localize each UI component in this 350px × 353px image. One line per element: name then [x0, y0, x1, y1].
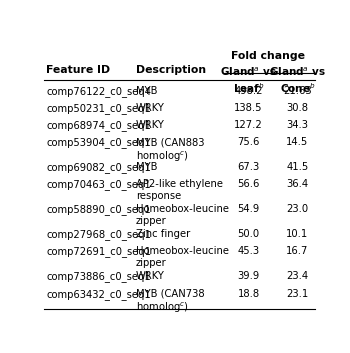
Text: Gland$^a$ vs
Cone$^b$: Gland$^a$ vs Cone$^b$	[269, 65, 326, 95]
Text: Homeobox-leucine
zipper: Homeobox-leucine zipper	[136, 246, 229, 268]
Text: comp69082_c0_seq1: comp69082_c0_seq1	[47, 162, 151, 173]
Text: comp68974_c0_seq1: comp68974_c0_seq1	[47, 120, 151, 131]
Text: 67.3: 67.3	[237, 162, 260, 172]
Text: 30.8: 30.8	[286, 103, 308, 113]
Text: MYB (CAN738
homolog$^c$): MYB (CAN738 homolog$^c$)	[136, 289, 205, 315]
Text: WRKY: WRKY	[136, 103, 165, 113]
Text: 75.6: 75.6	[237, 137, 260, 147]
Text: Fold change: Fold change	[231, 51, 304, 61]
Text: 498.2: 498.2	[234, 86, 263, 96]
Text: 23.4: 23.4	[286, 271, 308, 281]
Text: comp70463_c0_seq1: comp70463_c0_seq1	[47, 179, 151, 190]
Text: comp27968_c0_seq1: comp27968_c0_seq1	[47, 229, 152, 240]
Text: Gland$^a$ vs
Leaf$^b$: Gland$^a$ vs Leaf$^b$	[220, 65, 277, 95]
Text: 39.9: 39.9	[237, 271, 260, 281]
Text: Homeobox-leucine
zipper: Homeobox-leucine zipper	[136, 204, 229, 226]
Text: MYB (CAN883
homolog$^c$): MYB (CAN883 homolog$^c$)	[136, 137, 204, 164]
Text: 16.7: 16.7	[286, 246, 309, 257]
Text: 34.3: 34.3	[286, 120, 308, 130]
Text: Description: Description	[136, 65, 206, 76]
Text: 50.0: 50.0	[238, 229, 260, 239]
Text: 41.5: 41.5	[286, 162, 308, 172]
Text: 138.5: 138.5	[234, 103, 263, 113]
Text: 10.1: 10.1	[286, 229, 308, 239]
Text: 23.0: 23.0	[286, 204, 308, 214]
Text: MYB: MYB	[136, 162, 158, 172]
Text: 23.1: 23.1	[286, 289, 308, 299]
Text: comp58890_c0_seq1: comp58890_c0_seq1	[47, 204, 151, 215]
Text: comp63432_c0_seq1: comp63432_c0_seq1	[47, 289, 151, 300]
Text: comp72691_c0_seq1: comp72691_c0_seq1	[47, 246, 152, 257]
Text: comp73886_c0_seq1: comp73886_c0_seq1	[47, 271, 151, 282]
Text: 56.6: 56.6	[237, 179, 260, 189]
Text: 54.9: 54.9	[237, 204, 260, 214]
Text: comp76122_c0_seq4: comp76122_c0_seq4	[47, 86, 152, 97]
Text: AP2-like ethylene
response: AP2-like ethylene response	[136, 179, 223, 201]
Text: 21.63: 21.63	[283, 86, 312, 96]
Text: comp50231_c0_seq1: comp50231_c0_seq1	[47, 103, 151, 114]
Text: 45.3: 45.3	[238, 246, 260, 257]
Text: WRKY: WRKY	[136, 120, 165, 130]
Text: Feature ID: Feature ID	[47, 65, 111, 76]
Text: 18.8: 18.8	[238, 289, 260, 299]
Text: WRKY: WRKY	[136, 271, 165, 281]
Text: 36.4: 36.4	[286, 179, 308, 189]
Text: comp53904_c0_seq1: comp53904_c0_seq1	[47, 137, 151, 148]
Text: 127.2: 127.2	[234, 120, 263, 130]
Text: MYB: MYB	[136, 86, 158, 96]
Text: 14.5: 14.5	[286, 137, 308, 147]
Text: Zinc finger: Zinc finger	[136, 229, 190, 239]
